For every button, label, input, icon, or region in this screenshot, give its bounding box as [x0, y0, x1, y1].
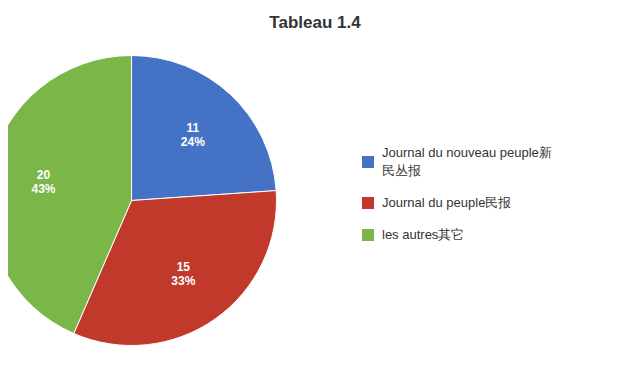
html-text:Tableau 1.4: Tableau 1.4 [269, 13, 361, 32]
html-text:Journal du nouveau peuple新 民丛报: Journal du nouveau peuple新 民丛报 [382, 144, 552, 178]
svg-text:2043%: 2043% [31, 168, 55, 196]
svg-text:1124%: 1124% [181, 121, 205, 149]
html-text:Journal du peuple民报: Journal du peuple民报 [382, 194, 512, 210]
html-text:les autres其它: les autres其它 [382, 226, 465, 242]
svg-text:1533%: 1533% [171, 260, 195, 288]
